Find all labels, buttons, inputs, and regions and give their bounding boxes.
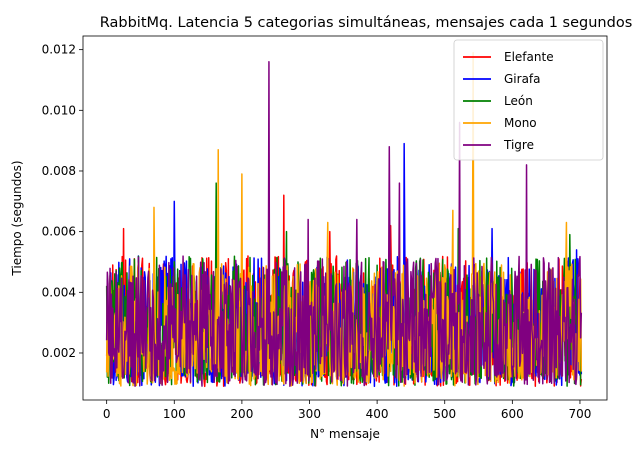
legend-label: León <box>504 94 533 108</box>
series-layer <box>105 51 583 388</box>
x-tick-label: 300 <box>298 407 321 421</box>
series-line-tigre <box>105 61 583 388</box>
y-axis: 0.002 0.004 0.006 0.008 0.010 0.012 <box>42 43 83 360</box>
x-tick-label: 100 <box>163 407 186 421</box>
y-tick-label: 0.002 <box>42 346 76 360</box>
plot-frame <box>82 35 608 401</box>
x-tick-label: 600 <box>501 407 524 421</box>
x-axis-title: N° mensaje <box>310 427 380 441</box>
x-tick-label: 500 <box>433 407 456 421</box>
x-tick-label: 200 <box>230 407 253 421</box>
legend-label: Girafa <box>504 72 541 86</box>
legend-label: Elefante <box>504 50 554 64</box>
y-tick-label: 0.006 <box>42 225 76 239</box>
y-tick-label: 0.010 <box>42 103 76 117</box>
x-axis: 0 100 200 300 400 500 600 700 <box>103 400 592 421</box>
legend: Elefante Girafa León Mono Tigre <box>453 39 604 161</box>
y-tick-label: 0.008 <box>42 164 76 178</box>
legend-box <box>453 39 604 161</box>
y-tick-label: 0.004 <box>42 285 76 299</box>
x-tick-label: 0 <box>103 407 111 421</box>
chart-title: RabbitMq. Latencia 5 categorias simultán… <box>100 15 633 31</box>
y-axis-title: Tiempo (segundos) <box>10 160 24 276</box>
x-tick-label: 400 <box>366 407 389 421</box>
legend-label: Tigre <box>503 138 534 152</box>
y-tick-label: 0.012 <box>42 43 76 57</box>
legend-label: Mono <box>504 116 537 130</box>
x-tick-label: 700 <box>569 407 592 421</box>
